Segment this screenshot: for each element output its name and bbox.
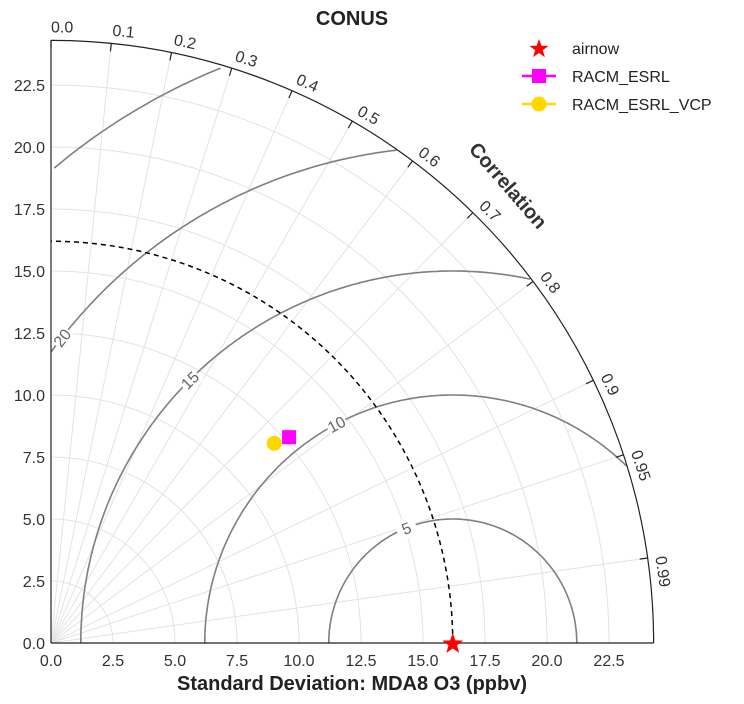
std-grid-arc: [50, 332, 362, 644]
y-tick-label: 5.0: [23, 512, 45, 529]
rms-label: 15: [178, 369, 203, 394]
x-axis-label: Standard Deviation: MDA8 O3 (ppbv): [177, 673, 527, 695]
data-points: [266, 430, 464, 653]
rms-contour: [80, 270, 531, 643]
y-tick-label: 12.5: [14, 326, 45, 343]
correlation-tick-label: 0.99: [651, 555, 672, 588]
x-tick-label: 22.5: [593, 653, 624, 670]
y-tick-label: 20.0: [14, 140, 45, 157]
rms-contour: [204, 394, 628, 643]
std-grid-arc: [50, 270, 424, 644]
rms-label-background: [393, 515, 420, 542]
correlation-tick-mark: [169, 52, 173, 61]
correlation-tick-mark: [109, 43, 112, 52]
y-tick-label: 17.5: [14, 202, 45, 219]
legend-marker-racm-esrl: [532, 69, 546, 83]
legend-item-racm-esrl-vcp: RACM_ESRL_VCP: [522, 96, 712, 114]
x-tick-label: 10.0: [283, 653, 314, 670]
x-tick-label: 0.0: [40, 653, 62, 670]
correlation-grid-line: [50, 67, 233, 644]
point-racm-esrl: [282, 430, 297, 445]
y-tick-label: 7.5: [23, 450, 45, 467]
correlation-grid-line: [50, 160, 413, 644]
correlation-tick-mark: [228, 67, 233, 76]
correlation-grid-line: [50, 454, 624, 644]
rms-label-background: [322, 410, 350, 438]
chart-frame: [50, 39, 655, 644]
chart-title: CONUS: [316, 8, 388, 30]
y-tick-label: 15.0: [14, 264, 45, 281]
std-grid-arc: [50, 208, 486, 644]
std-grid-arc: [50, 146, 548, 644]
correlation-tick-mark: [466, 212, 474, 219]
y-tick-label: 22.5: [14, 78, 45, 95]
std-grid-arc: [50, 394, 300, 644]
x-tick-label: 15.0: [407, 653, 438, 670]
correlation-tick-mark: [347, 120, 353, 129]
correlation-grid-line: [50, 90, 293, 644]
rms-label: 10: [325, 414, 349, 437]
correlation-tick-label: 0.7: [475, 198, 503, 226]
reference-std-arc: [50, 240, 454, 644]
correlation-grid-line: [50, 379, 594, 644]
grid-layer: [50, 40, 648, 644]
rms-label-background: [47, 323, 76, 352]
rms-contour: [53, 67, 221, 169]
correlation-tick-label: 0.2: [172, 32, 197, 53]
correlation-tick-mark: [615, 454, 624, 458]
correlation-grid-line: [50, 43, 112, 644]
x-tick-label: 12.5: [345, 653, 376, 670]
x-ticks: 0.0 2.5 5.0 7.5 10.0 12.5 15.0 17.5 20.0 22.5: [40, 653, 625, 670]
outer-correlation-arc: [50, 39, 655, 644]
correlation-tick-mark: [585, 379, 594, 385]
correlation-grid-line: [50, 52, 173, 644]
x-tick-label: 2.5: [102, 653, 124, 670]
correlation-tick-mark: [639, 557, 648, 560]
point-racm-esrl-vcp: [266, 435, 282, 451]
x-tick-label: 20.0: [531, 653, 562, 670]
correlation-tick-label: 0.1: [112, 23, 136, 42]
correlation-tick-label: 0.8: [536, 269, 563, 297]
legend: airnow RACM_ESRL RACM_ESRL_VCP: [522, 39, 712, 114]
correlation-tick-label: 0.3: [233, 48, 259, 71]
y-tick-label: 0.0: [23, 636, 45, 653]
std-grid-arc: [50, 518, 176, 644]
correlation-tick-mark: [407, 160, 414, 168]
correlation-axis-label: Correlation: [464, 139, 551, 234]
legend-item-airnow: airnow: [529, 39, 620, 58]
rms-contour: [328, 518, 578, 643]
legend-label-airnow: airnow: [572, 41, 620, 58]
std-grid-arc: [50, 84, 610, 644]
correlation-grid-line: [50, 557, 648, 644]
correlation-tick-label: 0.0: [51, 20, 73, 37]
y-tick-label: 2.5: [23, 574, 45, 591]
y-tick-label: 10.0: [14, 388, 45, 405]
rms-contour: [50, 149, 397, 352]
correlation-grid-line: [50, 212, 474, 644]
legend-item-racm-esrl: RACM_ESRL: [522, 69, 670, 86]
legend-marker-airnow: [529, 39, 549, 58]
std-grid-arc: [50, 456, 238, 644]
x-tick-label: 5.0: [164, 653, 186, 670]
std-grid-arc: [50, 580, 114, 644]
legend-label-racm-esrl-vcp: RACM_ESRL_VCP: [572, 97, 712, 114]
correlation-grid-line: [50, 281, 534, 644]
correlation-tick-mark: [288, 90, 293, 99]
correlation-tick-label: 0.6: [415, 144, 443, 171]
x-tick-label: 17.5: [469, 653, 500, 670]
correlation-tick-mark: [526, 280, 534, 287]
legend-label-racm-esrl: RACM_ESRL: [572, 69, 670, 86]
y-ticks: 0.0 2.5 5.0 7.5 10.0 12.5 15.0 17.5 20.0 22.5: [14, 78, 45, 653]
point-airnow: [442, 633, 464, 653]
legend-marker-racm-esrl-vcp: [531, 96, 547, 112]
x-tick-label: 7.5: [226, 653, 248, 670]
